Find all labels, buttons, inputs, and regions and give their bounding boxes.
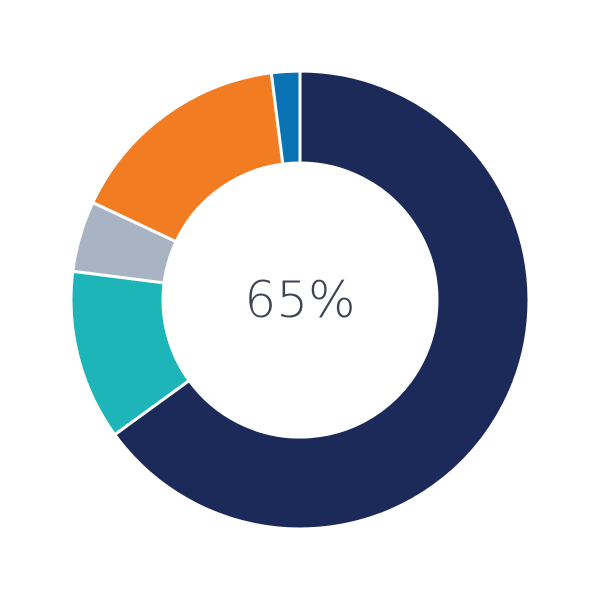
- donut-slice-1: [112, 69, 531, 531]
- donut-slice-4: [90, 71, 285, 244]
- donut-slice-5: [269, 69, 302, 166]
